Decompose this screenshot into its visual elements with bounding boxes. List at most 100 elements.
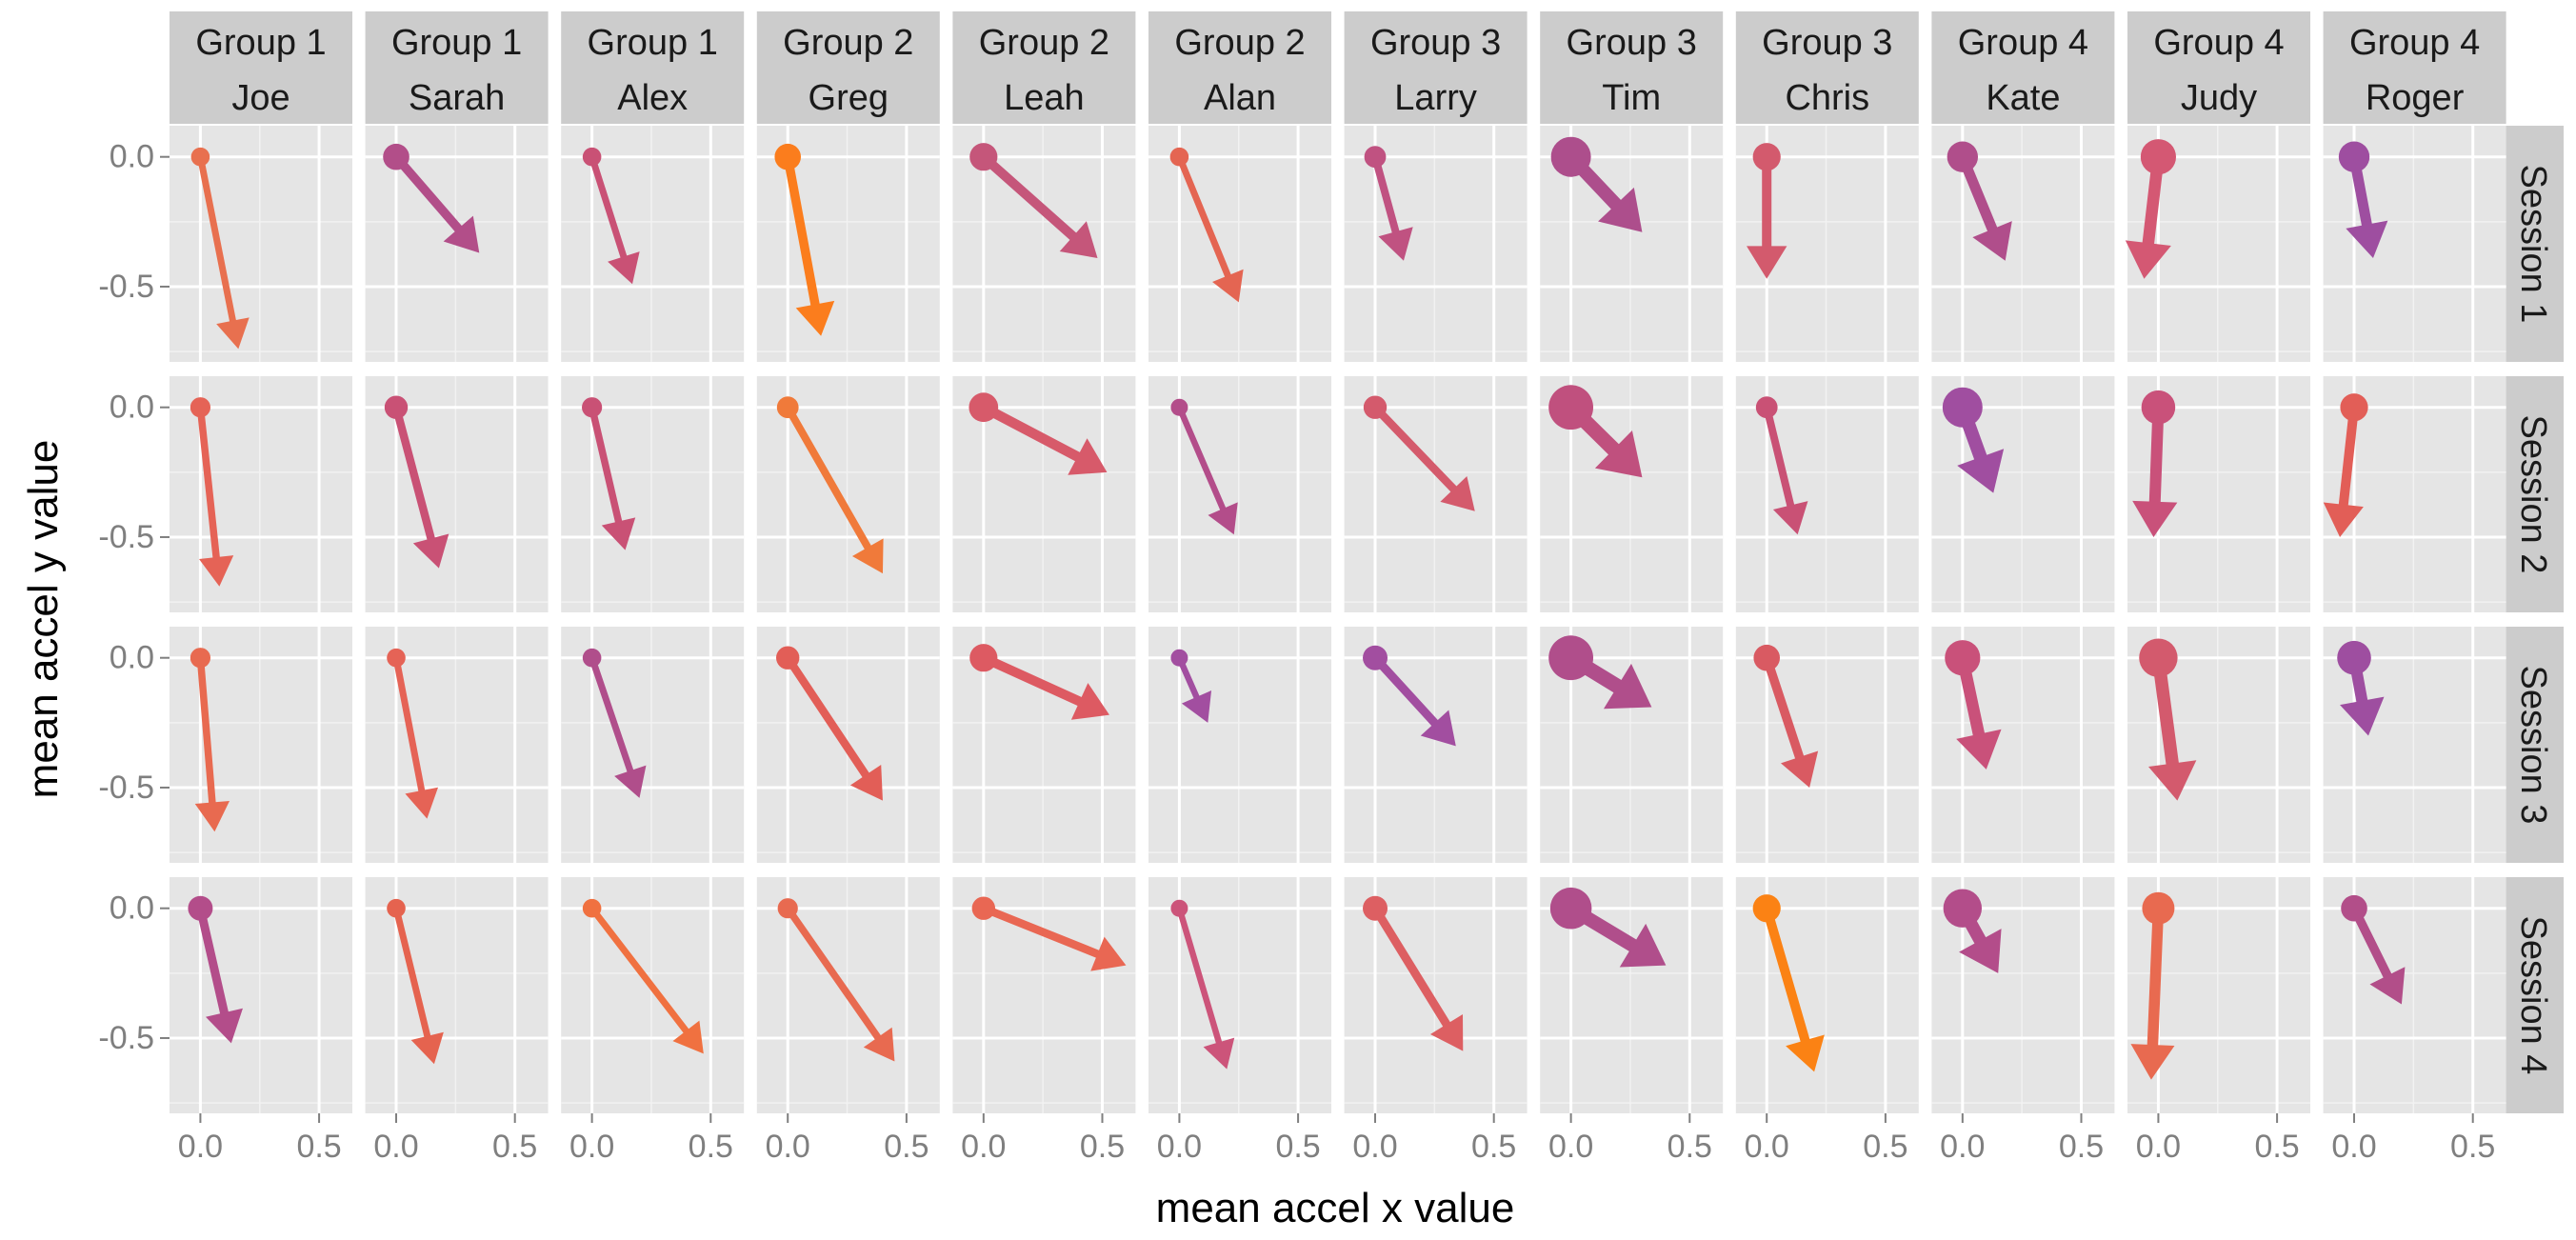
- arrow-head: [2340, 696, 2385, 736]
- facet-panel: [2127, 627, 2310, 863]
- x-tick-label: 0.5: [2059, 1129, 2104, 1165]
- facet-panel: [1148, 126, 1331, 362]
- facet-panel: [170, 627, 352, 863]
- row-strip-label: Session 1: [2513, 165, 2553, 324]
- arrow-origin-point: [2141, 390, 2176, 425]
- arrow-head: [2346, 220, 2388, 258]
- arrow-shaft: [1370, 904, 1452, 1030]
- row-strip-bg: [2503, 627, 2564, 863]
- y-tick-label: 0.0: [110, 390, 154, 426]
- facet-panel: [1148, 376, 1331, 612]
- facet-panel: [1735, 877, 1919, 1113]
- arrow-head: [2132, 500, 2178, 537]
- facet-panel: [756, 627, 940, 863]
- arrow-origin-point: [1363, 395, 1388, 419]
- arrow-head: [2369, 967, 2406, 1005]
- arrow-head: [614, 765, 647, 798]
- y-tick-label: -0.5: [98, 269, 154, 305]
- arrow-origin-point: [1364, 146, 1387, 169]
- column-strip-group: Group 1: [391, 23, 522, 63]
- arrow-origin-point: [1170, 649, 1188, 667]
- arrow-origin-point: [776, 646, 800, 670]
- arrow-head: [1429, 1014, 1464, 1051]
- column-strip-bg: [561, 11, 745, 124]
- y-tick-label: -0.5: [98, 1020, 154, 1056]
- arrow-shaft: [978, 652, 1087, 708]
- arrow-shaft: [1371, 152, 1401, 238]
- y-tick-label: 0.0: [110, 139, 154, 175]
- arrow-origin-point: [582, 147, 602, 167]
- arrow-shaft: [196, 403, 221, 563]
- arrow-origin-point: [582, 648, 602, 668]
- x-tick-label: 0.0: [961, 1129, 1006, 1165]
- arrow-origin-point: [969, 143, 998, 171]
- arrow-head: [443, 215, 480, 253]
- x-tick-label: 0.5: [1275, 1129, 1320, 1165]
- column-strip-name: Chris: [1785, 78, 1869, 118]
- arrow-origin-point: [190, 648, 211, 669]
- column-strip-bg: [1540, 11, 1724, 124]
- arrow-origin-point: [1363, 645, 1388, 670]
- facet-panel: [2323, 376, 2506, 612]
- column-strip-name: Roger: [2366, 78, 2465, 118]
- column-strip-name: Alex: [617, 78, 688, 118]
- arrow-head: [1378, 227, 1413, 261]
- arrow-origin-point: [582, 397, 603, 418]
- facet-panel: [1540, 627, 1724, 863]
- arrow-origin-point: [1169, 147, 1189, 167]
- column-strip-bg: [170, 11, 352, 124]
- x-tick-label: 0.5: [2254, 1129, 2299, 1165]
- arrow-shaft: [391, 151, 465, 235]
- row-strip-label: Session 3: [2513, 666, 2553, 825]
- arrow-shaft: [1370, 403, 1460, 495]
- column-strip-group: Group 2: [1174, 23, 1305, 63]
- arrow-head: [1208, 502, 1238, 535]
- arrow-head: [2130, 1044, 2175, 1080]
- arrow-origin-point: [2341, 894, 2367, 922]
- x-tick-label: 0.0: [1157, 1129, 1202, 1165]
- arrow-origin-point: [2340, 393, 2368, 422]
- arrow-head: [405, 787, 439, 819]
- column-strip-bg: [365, 11, 549, 124]
- facet-panel: [1344, 627, 1528, 863]
- arrow-head: [1972, 221, 2012, 261]
- x-tick-label: 0.0: [373, 1129, 418, 1165]
- facet-panel: [2323, 877, 2506, 1113]
- column-strip-bg: [2127, 11, 2310, 124]
- arrow-origin-point: [1170, 398, 1188, 416]
- facet-panel: [756, 376, 940, 612]
- arrow-origin-point: [776, 396, 799, 419]
- arrow-origin-point: [968, 392, 999, 423]
- column-strip-group: Group 3: [1370, 23, 1501, 63]
- column-strip-group: Group 2: [979, 23, 1109, 63]
- arrow-origin-point: [2338, 141, 2370, 172]
- facet-panel: [1735, 126, 1919, 362]
- y-tick-label: 0.0: [110, 890, 154, 927]
- arrow-shaft: [196, 653, 216, 809]
- arrow-head: [672, 1020, 704, 1054]
- arrow-shaft: [589, 905, 691, 1036]
- row-strip-label: Session 4: [2513, 916, 2553, 1075]
- arrow-head: [1090, 936, 1127, 971]
- arrow-shaft: [392, 905, 431, 1042]
- arrow-head: [1212, 269, 1244, 303]
- x-axis-title: mean accel x value: [1156, 1185, 1515, 1231]
- y-tick-label: -0.5: [98, 770, 154, 806]
- column-strip-bg: [1148, 11, 1331, 124]
- arrow-head: [1420, 710, 1456, 747]
- arrow-origin-point: [1550, 136, 1591, 177]
- arrow-origin-point: [2140, 139, 2177, 175]
- arrow-shaft: [2147, 902, 2165, 1052]
- arrow-shaft: [978, 151, 1080, 243]
- arrow-origin-point: [387, 648, 406, 668]
- column-strip-name: Tim: [1602, 78, 1661, 118]
- arrow-shaft: [589, 153, 628, 262]
- arrow-head: [1786, 1034, 1825, 1072]
- facet-panel: [1735, 627, 1919, 863]
- arrow-head: [216, 317, 250, 350]
- arrow-head: [608, 251, 640, 285]
- facet-panel: [1540, 877, 1724, 1113]
- arrow-origin-point: [1549, 887, 1592, 930]
- arrow-head: [1203, 1037, 1235, 1070]
- arrow-origin-point: [2139, 638, 2178, 677]
